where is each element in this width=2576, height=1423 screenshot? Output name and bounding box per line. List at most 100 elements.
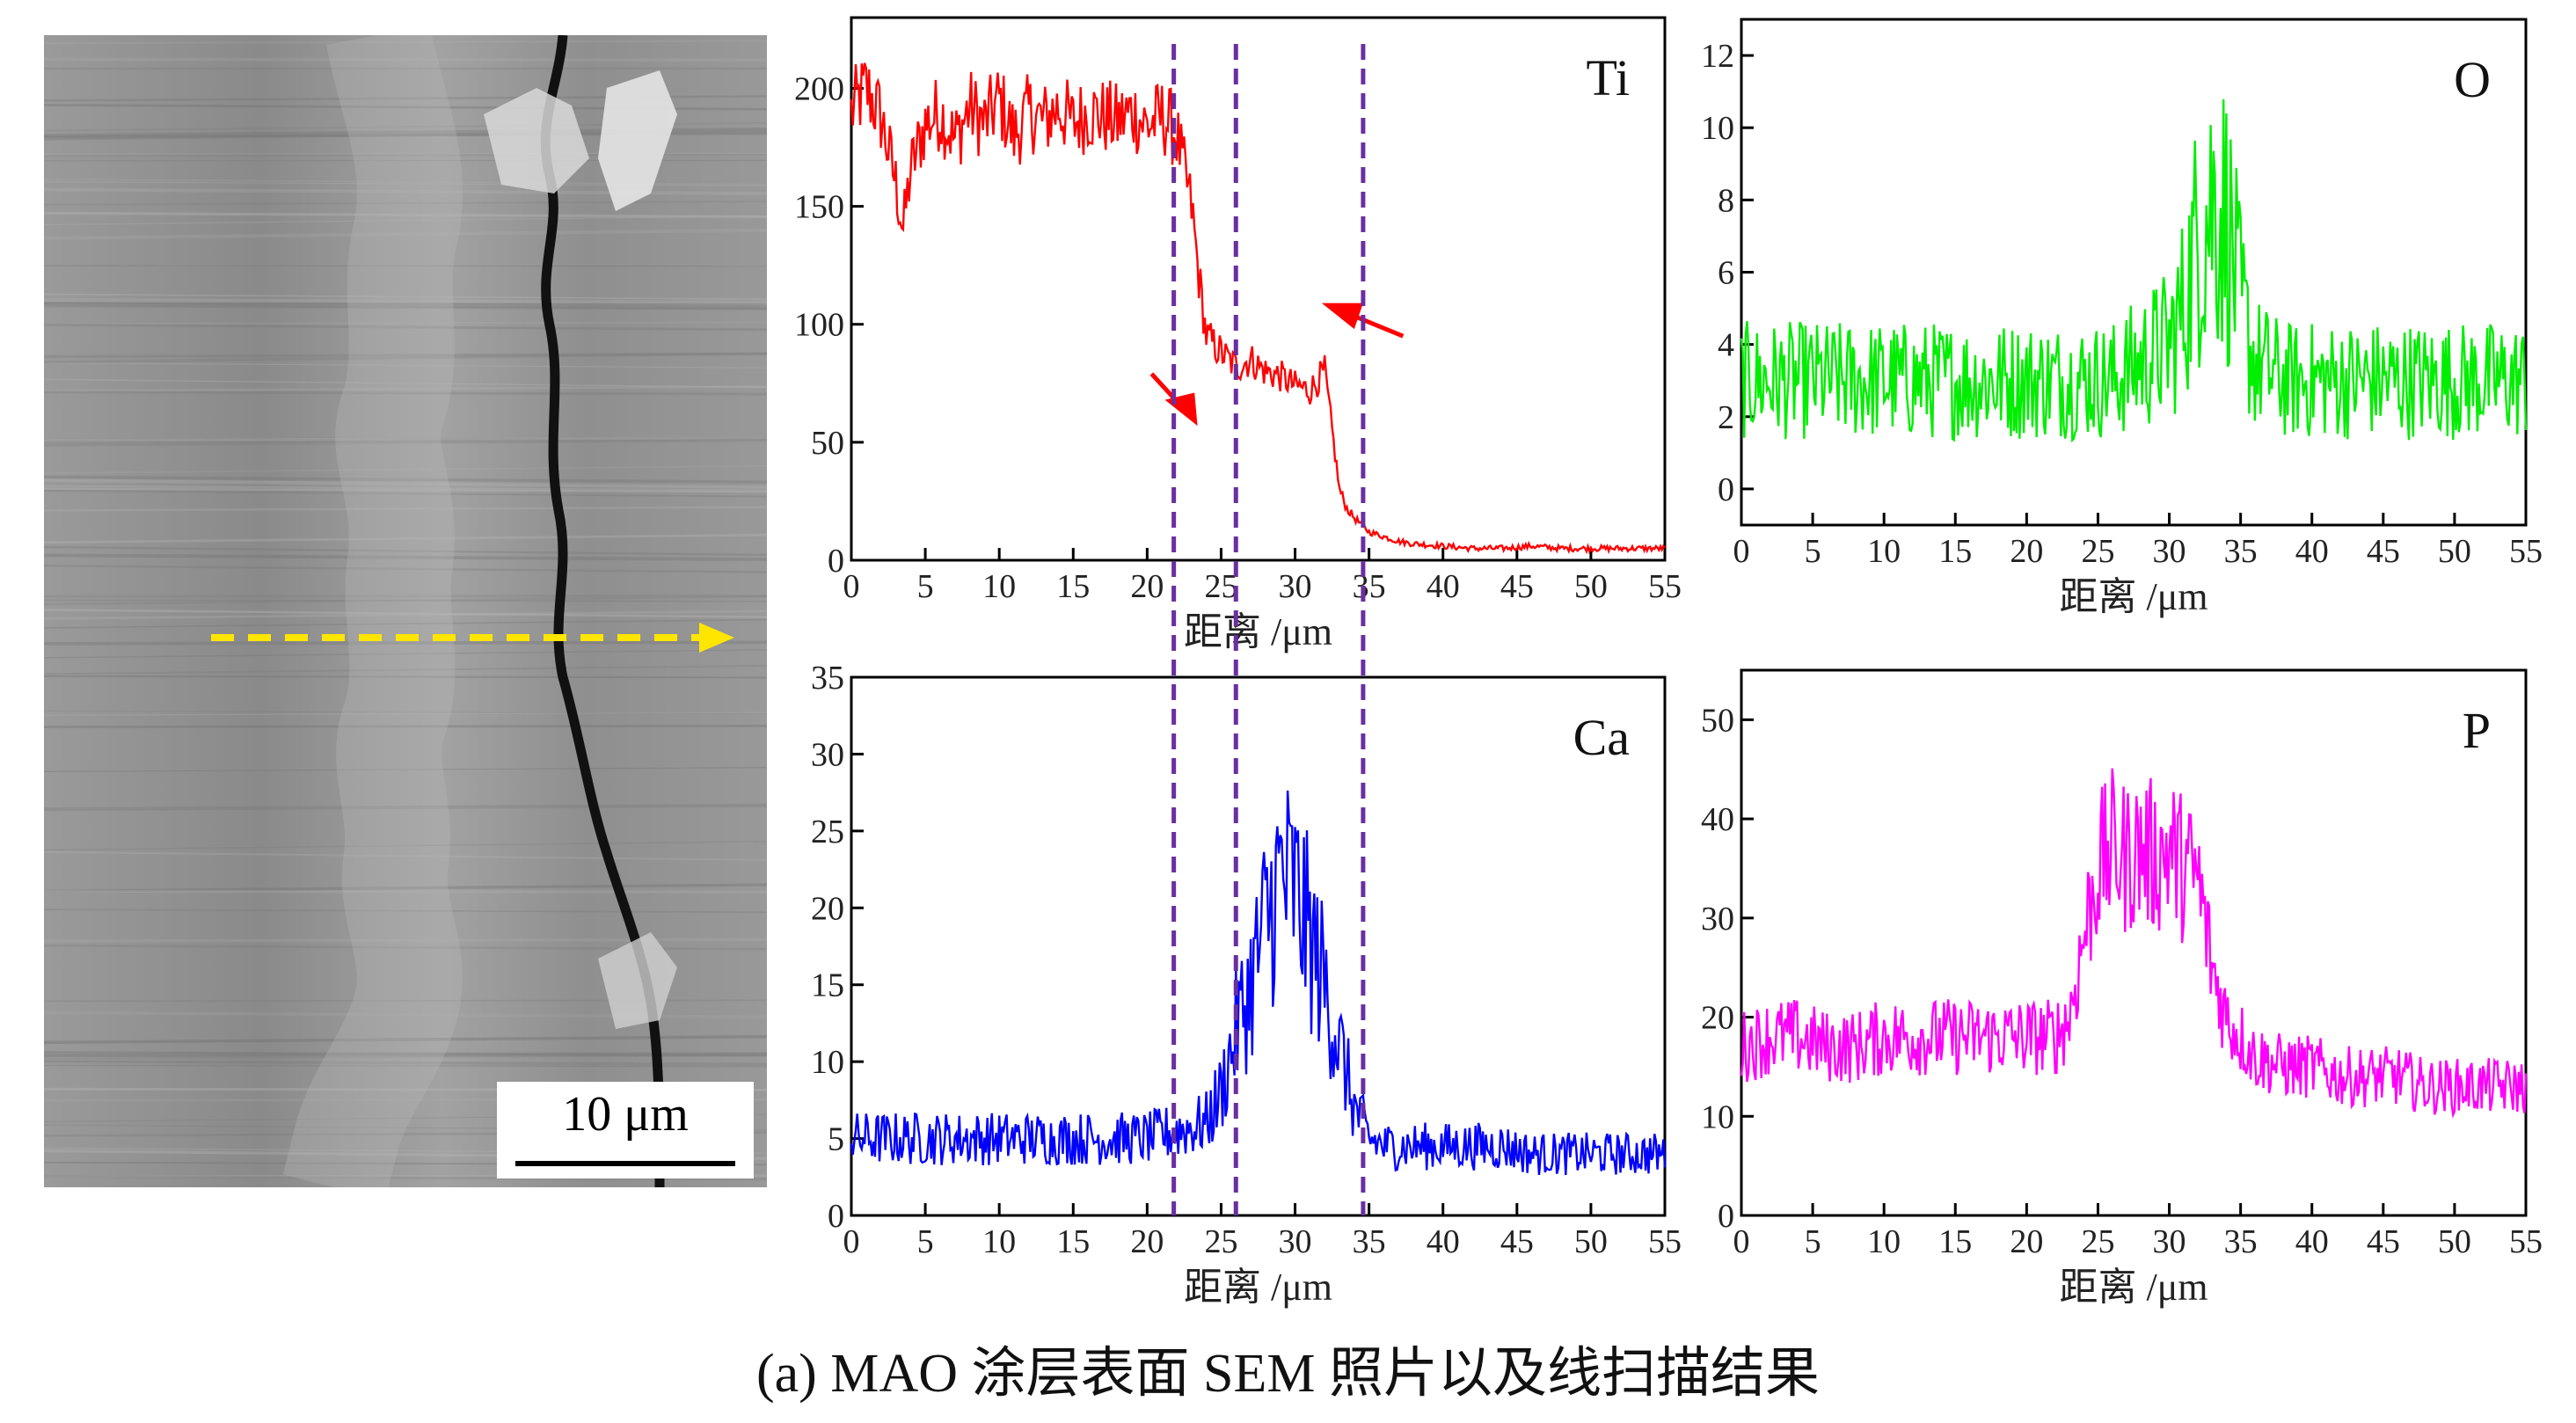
sem-texture-streak xyxy=(43,553,768,562)
p-x-tick-label: 15 xyxy=(1938,1223,1972,1260)
figure-caption: (a) MAO 涂层表面 SEM 照片以及线扫描结果 xyxy=(756,1344,1820,1404)
p-x-axis-title: 距离 /μm xyxy=(2059,1266,2207,1309)
p-x-tick-label: 30 xyxy=(2153,1223,2186,1260)
ca-x-tick-label: 15 xyxy=(1056,1223,1090,1260)
ti-y-tick-label: 50 xyxy=(811,425,844,462)
ca-x-tick-label: 55 xyxy=(1648,1223,1682,1260)
sem-texture-streak xyxy=(43,201,768,206)
sem-texture-streak xyxy=(43,545,768,557)
sem-texture-streak xyxy=(43,435,768,442)
p-x-tick-label: 5 xyxy=(1805,1223,1821,1260)
p-x-tick-label: 55 xyxy=(2509,1223,2543,1260)
o-x-tick-label: 25 xyxy=(2081,533,2114,570)
ca-y-tick-label: 30 xyxy=(811,736,844,773)
o-x-tick-label: 35 xyxy=(2224,533,2258,570)
ca-y-tick-label: 5 xyxy=(828,1121,844,1158)
sem-texture-streak xyxy=(43,438,768,447)
p-x-tick-label: 35 xyxy=(2224,1223,2258,1260)
sem-texture-streak xyxy=(43,475,768,484)
ca-element-label: Ca xyxy=(1573,709,1630,766)
ti-plot-frame xyxy=(850,16,1667,562)
sem-texture-streak xyxy=(43,664,768,675)
sem-texture-streak xyxy=(43,640,768,646)
sem-texture-streak xyxy=(43,594,768,598)
ca-y-tick-label: 35 xyxy=(811,660,844,697)
ca-x-tick-label: 20 xyxy=(1130,1223,1164,1260)
ti-y-tick-label: 150 xyxy=(794,189,844,226)
sem-texture-streak xyxy=(43,850,768,861)
p-y-tick-label: 20 xyxy=(1701,1000,1734,1037)
ti-element-label: Ti xyxy=(1586,49,1630,106)
p-x-tick-label: 20 xyxy=(2010,1223,2043,1260)
sem-texture-streak xyxy=(43,1050,768,1057)
sem-texture-streak xyxy=(43,1175,768,1181)
sem-texture-streak xyxy=(43,618,768,629)
ca-x-tick-label: 40 xyxy=(1427,1223,1460,1260)
sem-texture-streak xyxy=(43,385,768,393)
sem-texture-streak xyxy=(43,890,768,894)
sem-texture-streak xyxy=(43,304,768,310)
ca-x-tick-label: 50 xyxy=(1574,1223,1608,1260)
ti-x-tick-label: 10 xyxy=(982,568,1016,605)
sem-texture-streak xyxy=(43,321,768,325)
sem-texture-streak xyxy=(43,57,768,62)
ti-y-tick-label: 200 xyxy=(794,70,844,107)
sem-texture-streak xyxy=(43,609,768,618)
p-y-tick-label: 10 xyxy=(1701,1098,1734,1135)
o-x-tick-label: 45 xyxy=(2367,533,2400,570)
sem-texture-streak xyxy=(43,533,768,544)
sem-texture-streak xyxy=(43,302,768,310)
ti-x-tick-label: 35 xyxy=(1353,568,1386,605)
ti-x-tick-label: 20 xyxy=(1130,568,1164,605)
sem-texture-streak xyxy=(43,299,768,307)
o-x-axis-title: 距离 /μm xyxy=(2059,575,2207,618)
o-y-tick-label: 12 xyxy=(1701,38,1734,75)
o-y-tick-label: 8 xyxy=(1718,182,1734,219)
p-x-tick-label: 45 xyxy=(2367,1223,2400,1260)
sem-texture-streak xyxy=(43,1064,768,1068)
ti-x-tick-label: 0 xyxy=(843,568,860,605)
o-x-tick-label: 10 xyxy=(1867,533,1901,570)
sem-texture-streak xyxy=(43,841,768,851)
sem-texture-streak xyxy=(43,352,768,359)
sem-texture-streak xyxy=(43,228,768,240)
ti-x-tick-label: 45 xyxy=(1500,568,1534,605)
p-x-tick-label: 10 xyxy=(1867,1223,1901,1260)
sem-texture-streak xyxy=(43,909,768,914)
o-x-tick-label: 5 xyxy=(1805,533,1821,570)
sem-texture-streak xyxy=(43,1054,768,1060)
p-x-tick-label: 40 xyxy=(2295,1223,2329,1260)
sem-texture-streak xyxy=(43,436,768,442)
sem-texture-streak xyxy=(43,352,768,364)
sem-texture-streak xyxy=(43,485,768,493)
ca-y-tick-label: 20 xyxy=(811,890,844,927)
o-y-tick-label: 0 xyxy=(1718,471,1734,508)
sem-texture-streak xyxy=(43,293,768,300)
sem-texture-streak xyxy=(43,599,768,602)
sem-texture-streak xyxy=(43,564,768,573)
o-profile-line xyxy=(1740,99,2528,443)
sem-texture-streak xyxy=(43,1060,768,1066)
o-element-label: O xyxy=(2454,51,2491,108)
o-x-tick-label: 0 xyxy=(1733,533,1750,570)
o-x-tick-label: 15 xyxy=(1938,533,1972,570)
ti-x-tick-label: 55 xyxy=(1648,568,1682,605)
ca-y-tick-label: 25 xyxy=(811,814,844,850)
ca-y-tick-label: 0 xyxy=(828,1198,844,1235)
ca-x-tick-label: 45 xyxy=(1500,1223,1534,1260)
o-y-tick-label: 10 xyxy=(1701,110,1734,147)
o-x-tick-label: 55 xyxy=(2509,533,2543,570)
sem-texture-streak xyxy=(43,390,768,396)
ca-x-tick-label: 25 xyxy=(1204,1223,1237,1260)
p-y-tick-label: 50 xyxy=(1701,702,1734,739)
scale-bar-label: 10 μm xyxy=(562,1087,689,1142)
p-y-tick-label: 30 xyxy=(1701,901,1734,938)
ca-x-tick-label: 5 xyxy=(917,1223,934,1260)
sem-texture-streak xyxy=(43,302,768,305)
ti-y-tick-label: 0 xyxy=(828,543,844,580)
sem-texture-streak xyxy=(43,1034,768,1045)
ti-x-tick-label: 15 xyxy=(1056,568,1090,605)
sem-texture-streak xyxy=(43,675,768,679)
sem-texture-streak xyxy=(43,478,768,489)
